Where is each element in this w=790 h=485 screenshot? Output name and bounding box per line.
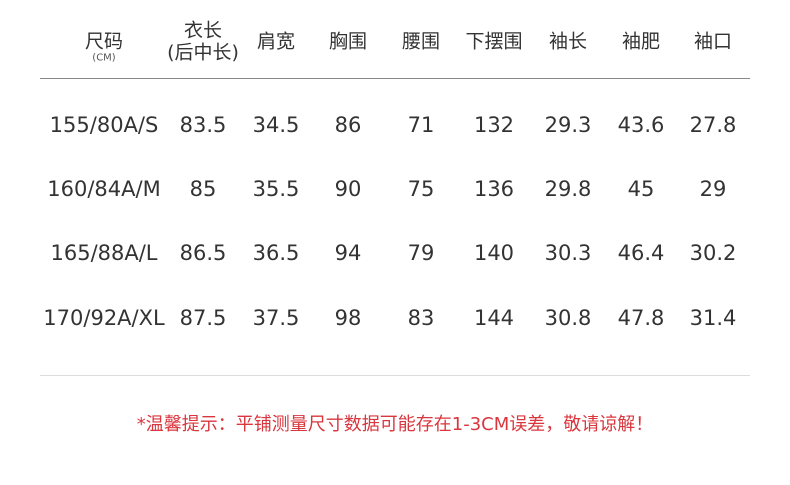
table-cell: 98	[334, 306, 362, 330]
table-cell: 47.8	[617, 306, 665, 330]
table-cell: 83	[407, 306, 435, 330]
table-cell: 140	[473, 241, 515, 265]
table-cell: 31.4	[689, 306, 737, 330]
table-cell: 75	[407, 177, 435, 201]
header-label: 袖肥	[621, 30, 661, 53]
header-label: 肩宽	[256, 30, 296, 53]
table-cell: 36.5	[252, 241, 300, 265]
table-cell: 30.2	[689, 241, 737, 265]
header-label: 袖口	[693, 30, 733, 53]
table-cell: 86.5	[179, 241, 227, 265]
table-cell: 94	[334, 241, 362, 265]
table-cell: 86	[334, 113, 362, 137]
note: *温馨提示：平铺测量尺寸数据可能存在1-3CM误差，敬请谅解！	[136, 414, 654, 435]
table-cell: 29.8	[544, 177, 592, 201]
table-cell: 43.6	[617, 113, 665, 137]
header-label: 袖长	[548, 30, 588, 53]
header-label: 下摆围	[465, 30, 523, 53]
table-cell: 29.3	[544, 113, 592, 137]
table-cell: 165/88A/L	[50, 241, 158, 265]
table-cell: 136	[473, 177, 515, 201]
table-cell: 34.5	[252, 113, 300, 137]
header-label: 腰围	[401, 30, 441, 53]
table-cell: 170/92A/XL	[43, 306, 165, 330]
table-cell: 46.4	[617, 241, 665, 265]
header-sub: (后中长)	[167, 41, 239, 64]
header-label: 衣长	[183, 19, 223, 42]
table-cell: 155/80A/S	[49, 113, 159, 137]
table-cell: 160/84A/M	[47, 177, 161, 201]
table-cell: 35.5	[252, 177, 300, 201]
table-cell: 37.5	[252, 306, 300, 330]
table-cell: 85	[189, 177, 217, 201]
table-cell: 144	[473, 306, 515, 330]
table-cell: 83.5	[179, 113, 227, 137]
header-label: 尺码	[84, 30, 124, 53]
table-cell: 30.3	[544, 241, 592, 265]
table-cell: 29	[699, 177, 727, 201]
table-cell: 90	[334, 177, 362, 201]
table-cell: 87.5	[179, 306, 227, 330]
header-label: 胸围	[328, 30, 368, 53]
bottom-rule	[40, 375, 750, 376]
header-rule	[40, 78, 750, 79]
table-cell: 30.8	[544, 306, 592, 330]
table-cell: 79	[407, 241, 435, 265]
table-cell: 45	[627, 177, 655, 201]
table-cell: 132	[473, 113, 515, 137]
table-cell: 71	[407, 113, 435, 137]
header-sub: (CM)	[92, 52, 116, 64]
table-cell: 27.8	[689, 113, 737, 137]
